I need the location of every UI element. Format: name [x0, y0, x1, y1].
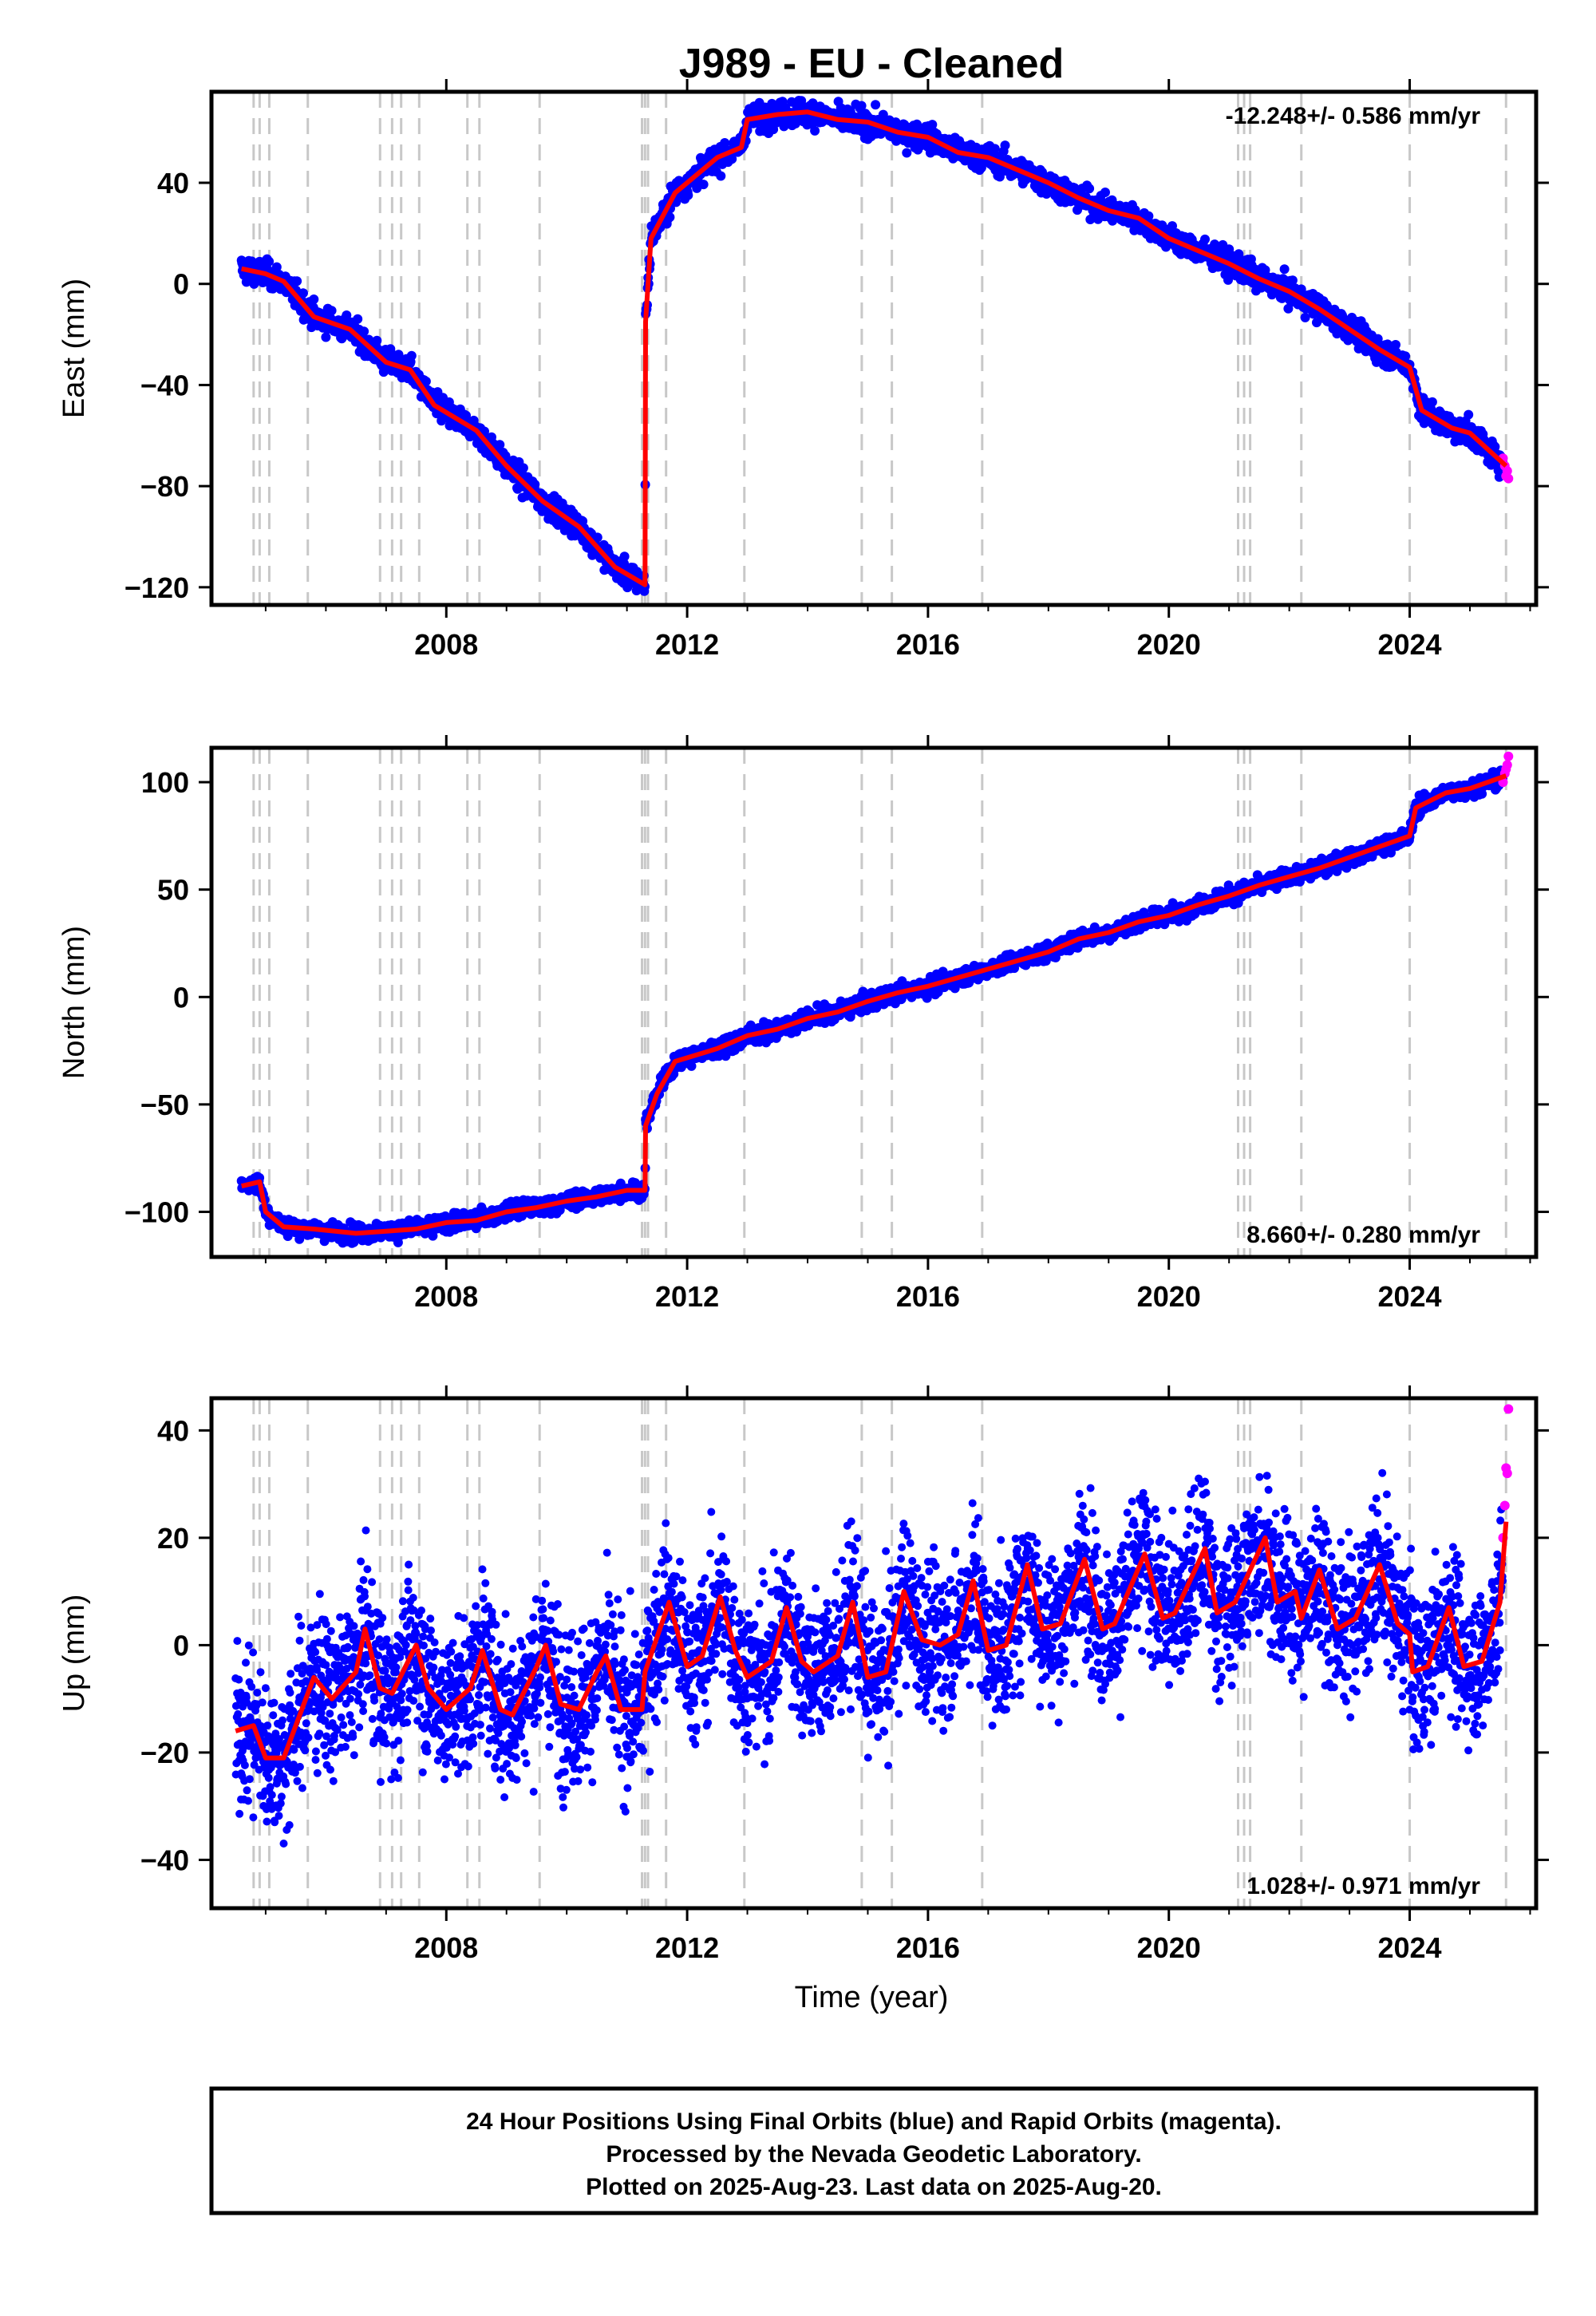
- final-point: [264, 256, 275, 267]
- final-point: [530, 480, 540, 489]
- y-tick-label: −40: [140, 369, 189, 401]
- final-point: [298, 288, 308, 298]
- final-point: [871, 100, 881, 110]
- final-point: [683, 190, 693, 200]
- final-point: [393, 1237, 403, 1247]
- final-point: [555, 1205, 565, 1215]
- panel-east: 2008 2012 2016 2020 2024 −120 −80 −40 0 40 East (m…: [57, 79, 1549, 661]
- final-point: [271, 262, 282, 272]
- final-point: [1000, 140, 1010, 151]
- final-point: [1037, 167, 1047, 177]
- final-point: [796, 96, 807, 106]
- final-point: [1167, 221, 1177, 231]
- final-point: [359, 326, 369, 337]
- final-point: [727, 154, 737, 164]
- final-point: [686, 1061, 697, 1071]
- final-point: [518, 463, 528, 473]
- final-point: [1287, 275, 1298, 286]
- final-point: [326, 306, 337, 316]
- final-point: [342, 310, 352, 320]
- final-point: [1100, 188, 1110, 197]
- final-point: [309, 294, 319, 304]
- y-tick-label: 0: [173, 268, 189, 301]
- final-point: [421, 376, 431, 386]
- final-point: [592, 532, 602, 543]
- final-point: [1464, 409, 1474, 420]
- final-orbit-points: [236, 765, 1507, 1248]
- panels: 2008 2012 2016 2020 2024 −120 −80 −40 0 40 East (m…: [57, 79, 1549, 1964]
- final-point: [1400, 351, 1411, 362]
- rapid-point: [1502, 466, 1512, 476]
- final-point: [495, 440, 505, 450]
- final-point: [1279, 264, 1290, 275]
- rapid-point: [1503, 473, 1514, 484]
- y-tick-label: 40: [157, 167, 189, 200]
- final-point: [810, 125, 820, 136]
- final-point: [994, 172, 1005, 182]
- rapid-orbit-points: [1498, 453, 1514, 484]
- velocity-rate: -12.248+/- 0.586 mm/yr: [1226, 103, 1481, 129]
- final-point: [808, 98, 818, 109]
- plot-frame: [209, 89, 1539, 607]
- final-point: [665, 212, 675, 223]
- final-point: [1234, 249, 1244, 259]
- final-point: [927, 120, 938, 130]
- x-tick-label: 2024: [1377, 628, 1441, 661]
- final-point: [1144, 211, 1154, 221]
- final-point: [353, 314, 363, 324]
- final-point: [902, 148, 912, 158]
- final-point: [406, 350, 417, 361]
- final-point: [1210, 239, 1220, 250]
- final-orbit-points: [236, 96, 1507, 596]
- event-lines: [252, 92, 1507, 605]
- final-point: [372, 335, 382, 346]
- final-point: [716, 171, 726, 181]
- final-point: [990, 144, 1000, 154]
- final-point: [319, 1236, 330, 1247]
- x-tick-label: 2008: [414, 628, 478, 661]
- final-point: [1427, 397, 1437, 407]
- final-point: [856, 101, 867, 111]
- final-point: [1391, 340, 1400, 350]
- y-tick-label: −120: [124, 571, 189, 604]
- final-point: [292, 276, 302, 287]
- final-point: [1300, 312, 1310, 322]
- chart-title: J989 - EU - Cleaned: [679, 41, 1065, 87]
- final-point: [950, 983, 960, 994]
- final-point: [619, 551, 630, 562]
- final-point: [321, 332, 331, 342]
- x-tick-label: 2020: [1137, 628, 1201, 661]
- final-point: [1084, 184, 1095, 194]
- final-point: [1050, 952, 1061, 962]
- y-axis-label: East (mm): [57, 279, 91, 418]
- y-tick-label: −80: [140, 470, 189, 503]
- final-point: [1373, 334, 1383, 344]
- x-tick-label: 2012: [655, 628, 719, 661]
- final-point: [1200, 234, 1210, 244]
- final-point: [698, 180, 709, 190]
- x-tick-label: 2016: [896, 628, 960, 661]
- model-fit-line: [241, 109, 1508, 587]
